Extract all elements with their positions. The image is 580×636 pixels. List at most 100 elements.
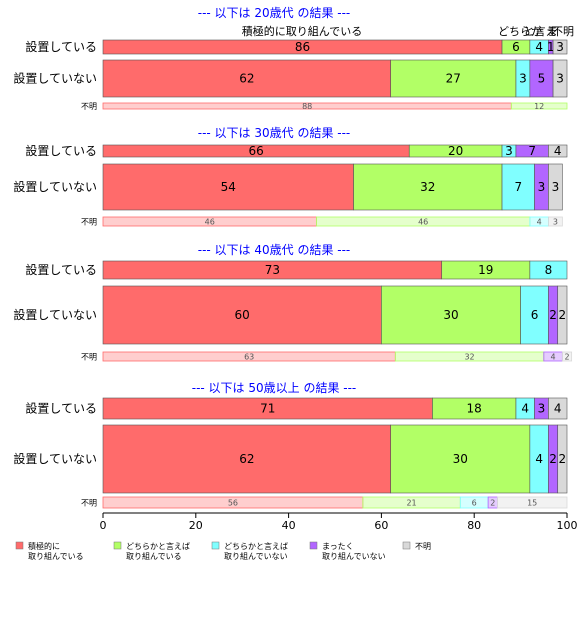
bar-segment-somewhat_not bbox=[501, 163, 535, 211]
legend-swatch bbox=[309, 541, 318, 550]
x-tick-label: 20 bbox=[189, 519, 203, 532]
data-label: 46 bbox=[205, 218, 215, 227]
bar-segment-unknown bbox=[496, 496, 568, 509]
data-label: 2 bbox=[559, 308, 567, 322]
data-label: 4 bbox=[554, 144, 562, 158]
data-label: 1 bbox=[547, 40, 555, 54]
data-label: 3 bbox=[556, 72, 564, 86]
data-label: 4 bbox=[535, 40, 543, 54]
data-label: 54 bbox=[221, 180, 236, 194]
data-label: 3 bbox=[519, 72, 527, 86]
x-tick-label: 60 bbox=[374, 519, 388, 532]
data-label: 3 bbox=[553, 218, 558, 227]
data-label: 19 bbox=[478, 263, 493, 277]
bar-segment-unknown bbox=[548, 397, 568, 420]
bar-segment-active bbox=[102, 285, 382, 345]
data-label: 5 bbox=[538, 72, 546, 86]
panel-title: --- 以下は 30歳代 の結果 --- bbox=[198, 126, 351, 140]
data-label: 30 bbox=[443, 308, 458, 322]
legend-label: 取り組んでいない bbox=[224, 551, 288, 561]
panel-title: --- 以下は 20歳代 の結果 --- bbox=[198, 6, 351, 20]
legend-label: 取り組んでいる bbox=[126, 551, 182, 561]
top-category-label: 積極的に取り組んでいる bbox=[242, 24, 362, 38]
data-label: 71 bbox=[260, 402, 275, 416]
data-label: 73 bbox=[265, 263, 280, 277]
x-tick-label: 80 bbox=[467, 519, 481, 532]
data-label: 20 bbox=[448, 144, 463, 158]
bar-segment-somewhat bbox=[353, 163, 503, 211]
data-label: 2 bbox=[564, 353, 569, 362]
data-label: 3 bbox=[552, 180, 560, 194]
data-label: 6 bbox=[531, 308, 539, 322]
data-label: 32 bbox=[464, 353, 474, 362]
data-label: 8 bbox=[545, 263, 553, 277]
data-label: 62 bbox=[239, 72, 254, 86]
data-label: 15 bbox=[527, 499, 537, 508]
data-label: 4 bbox=[537, 218, 542, 227]
legend-label: 取り組んでいる bbox=[28, 551, 84, 561]
top-category-label: どちらか bbox=[498, 25, 542, 38]
row-label: 不明 bbox=[81, 353, 97, 362]
data-label: 2 bbox=[490, 499, 495, 508]
bar-segment-unknown bbox=[552, 59, 568, 98]
data-label: 2 bbox=[559, 452, 567, 466]
row-label: 設置していない bbox=[13, 451, 97, 466]
bar-segment-unknown bbox=[548, 163, 563, 211]
data-label: 4 bbox=[521, 402, 529, 416]
bar-segment-unknown bbox=[557, 285, 568, 345]
data-label: 6 bbox=[512, 40, 520, 54]
row-label: 設置していない bbox=[13, 179, 97, 194]
x-tick-label: 40 bbox=[282, 519, 296, 532]
top-category-label: 不明 bbox=[552, 25, 574, 38]
bar-segment-somewhat bbox=[381, 285, 521, 345]
legend-swatch bbox=[15, 541, 24, 550]
bar-segment-somewhat_not bbox=[520, 285, 549, 345]
row-label: 設置している bbox=[25, 401, 97, 416]
data-label: 3 bbox=[538, 402, 546, 416]
data-label: 4 bbox=[554, 402, 562, 416]
x-tick-label: 0 bbox=[100, 519, 107, 532]
data-label: 4 bbox=[535, 452, 543, 466]
legend-swatch bbox=[211, 541, 220, 550]
legend-label: どちらかと言えば bbox=[126, 541, 190, 551]
data-label: 4 bbox=[551, 353, 556, 362]
data-label: 86 bbox=[295, 40, 310, 54]
row-label: 設置している bbox=[25, 262, 97, 277]
data-label: 12 bbox=[534, 102, 544, 111]
data-label: 2 bbox=[549, 452, 557, 466]
legend-label: まったく bbox=[322, 542, 354, 551]
data-label: 3 bbox=[538, 180, 546, 194]
data-label: 62 bbox=[239, 452, 254, 466]
data-label: 3 bbox=[505, 144, 513, 158]
data-label: 6 bbox=[472, 499, 477, 508]
bar-segment-active bbox=[102, 424, 391, 494]
legend-label: どちらかと言えば bbox=[224, 541, 288, 551]
data-label: 18 bbox=[467, 402, 482, 416]
data-label: 60 bbox=[235, 308, 250, 322]
data-label: 2 bbox=[549, 308, 557, 322]
bar-segment-unknown bbox=[548, 216, 563, 227]
data-label: 3 bbox=[556, 40, 564, 54]
data-label: 63 bbox=[244, 353, 254, 362]
data-label: 30 bbox=[453, 452, 468, 466]
x-tick-label: 100 bbox=[557, 519, 578, 532]
bar-segment-unknown bbox=[557, 424, 568, 494]
top-category-label: ま bbox=[547, 25, 558, 38]
data-label: 7 bbox=[528, 144, 536, 158]
row-label: 不明 bbox=[81, 218, 97, 227]
legend-swatch bbox=[402, 541, 411, 550]
legend-label: 積極的に bbox=[28, 541, 60, 551]
row-label: 設置していない bbox=[13, 307, 97, 322]
bar-segment-somewhat bbox=[390, 424, 531, 494]
data-label: 88 bbox=[302, 102, 312, 111]
bar-segment-somewhat_not bbox=[529, 260, 568, 280]
data-label: 7 bbox=[514, 180, 522, 194]
row-label: 不明 bbox=[81, 499, 97, 508]
legend-swatch bbox=[113, 541, 122, 550]
panel-title: --- 以下は 40歳代 の結果 --- bbox=[198, 243, 351, 257]
data-label: 32 bbox=[420, 180, 435, 194]
data-label: 21 bbox=[406, 499, 416, 508]
data-label: 66 bbox=[248, 144, 263, 158]
bar-segment-unknown bbox=[552, 39, 568, 55]
bar-segment-unknown bbox=[548, 144, 568, 158]
